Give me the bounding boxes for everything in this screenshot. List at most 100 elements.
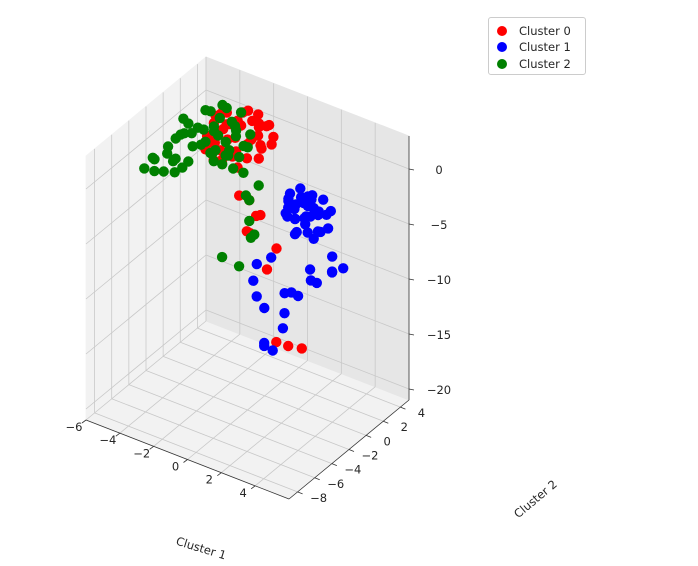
point-s0-47	[261, 264, 273, 275]
point-s2-30	[170, 133, 181, 144]
point-s1-35	[327, 251, 338, 262]
point-s2-56	[216, 251, 228, 263]
x-tick-label-3: 0	[172, 460, 179, 474]
point-s2-58	[253, 180, 264, 191]
point-s2-47	[170, 153, 181, 164]
point-s2-27	[245, 129, 256, 140]
y-tick-label-0: −8	[310, 491, 327, 505]
y-tick-mark-3	[348, 449, 355, 452]
z-tick-mark-1	[408, 333, 415, 336]
point-s0-13	[263, 119, 275, 131]
grid-z-back-0	[205, 309, 410, 390]
x-tick-mark-1	[115, 432, 121, 437]
point-s1-49	[267, 345, 278, 356]
point-s1-21	[289, 203, 300, 215]
x-tick-mark-5	[250, 485, 256, 490]
point-s2-53	[244, 215, 255, 227]
point-s2-25	[187, 141, 198, 152]
point-s1-27	[313, 206, 324, 217]
legend-marker-cluster-0	[497, 26, 507, 36]
point-s1-39	[338, 263, 349, 274]
grid-y-floor-4	[162, 355, 367, 436]
grid-z-left-0	[85, 309, 207, 410]
x-tick-mark-2	[149, 446, 154, 450]
legend-label-cluster-2: Cluster 2	[519, 57, 571, 71]
point-s2-35	[235, 107, 247, 118]
series-2	[139, 99, 264, 272]
point-s1-24	[325, 205, 336, 217]
legend-item-cluster-1: Cluster 1	[497, 39, 571, 55]
y-tick-mark-6	[400, 406, 406, 410]
y-tick-label-5: 2	[401, 420, 408, 434]
point-s2-44	[139, 163, 150, 174]
point-s2-55	[233, 261, 245, 272]
z-tick-label-0: −20	[427, 383, 451, 397]
point-s2-24	[221, 102, 232, 114]
point-s1-48	[279, 308, 290, 319]
point-s2-45	[158, 166, 169, 177]
point-s2-49	[169, 167, 180, 178]
point-s2-31	[178, 113, 189, 124]
z-tick-label-3: −5	[431, 218, 448, 232]
x-tick-mark-4	[217, 472, 222, 476]
point-s2-38	[230, 125, 242, 136]
point-s1-25	[291, 226, 302, 238]
point-s1-53	[251, 258, 262, 270]
legend-label-cluster-0: Cluster 0	[519, 24, 571, 38]
point-s0-36	[253, 121, 265, 133]
y-tick-mark-2	[331, 463, 338, 467]
point-s1-22	[300, 219, 311, 230]
point-s1-34	[307, 190, 318, 201]
point-s0-51	[271, 243, 282, 254]
z-tick-label-1: −15	[427, 328, 451, 342]
point-s2-39	[200, 105, 211, 116]
y-tick-mark-4	[365, 434, 372, 438]
point-s0-49	[283, 340, 294, 352]
grid-y-floor-5	[180, 341, 384, 422]
legend-label-cluster-1: Cluster 1	[519, 40, 571, 54]
point-s2-57	[240, 190, 252, 201]
point-s2-26	[210, 145, 221, 156]
z-tick-label-4: 0	[435, 163, 442, 177]
grid-y-floor-6	[197, 327, 401, 408]
point-s1-40	[304, 264, 316, 275]
point-s1-33	[322, 223, 334, 234]
point-s0-41	[268, 131, 279, 143]
grid-z-left-2	[85, 199, 207, 300]
point-s2-8	[217, 159, 228, 170]
y-tick-mark-5	[383, 420, 389, 424]
y-tick-label-3: −2	[362, 449, 379, 463]
point-s2-54	[249, 229, 260, 240]
y-tick-mark-1	[314, 477, 320, 481]
point-s1-50	[259, 340, 270, 352]
point-s0-37	[247, 115, 258, 127]
point-s2-13	[220, 136, 231, 148]
grid-y-floor-3	[145, 370, 350, 450]
scatter-points	[139, 99, 349, 356]
z-tick-mark-4	[408, 168, 415, 171]
grid-z-back-2	[205, 199, 410, 280]
z-tick-mark-0	[408, 388, 415, 391]
point-s1-51	[248, 275, 259, 286]
z-tick-mark-3	[408, 223, 415, 226]
point-s1-20	[300, 211, 312, 222]
legend-marker-cluster-2	[497, 59, 507, 69]
point-s1-29	[289, 213, 301, 224]
grid-y-floor-1	[111, 398, 315, 479]
x-tick-label-5: 4	[240, 486, 247, 500]
x-tick-label-1: −4	[99, 433, 116, 447]
point-s1-52	[251, 291, 262, 302]
point-s1-32	[283, 195, 294, 207]
legend-item-cluster-0: Cluster 0	[497, 23, 571, 39]
point-s1-45	[259, 302, 270, 314]
z-tick-label-2: −10	[427, 273, 451, 287]
point-s1-30	[302, 227, 313, 238]
y-tick-label-2: −4	[344, 463, 361, 477]
point-s2-12	[214, 112, 225, 124]
axes-panes	[85, 56, 410, 500]
legend-item-cluster-2: Cluster 2	[497, 56, 571, 72]
grid-z-back-4	[205, 89, 410, 170]
point-s0-15	[241, 153, 253, 164]
